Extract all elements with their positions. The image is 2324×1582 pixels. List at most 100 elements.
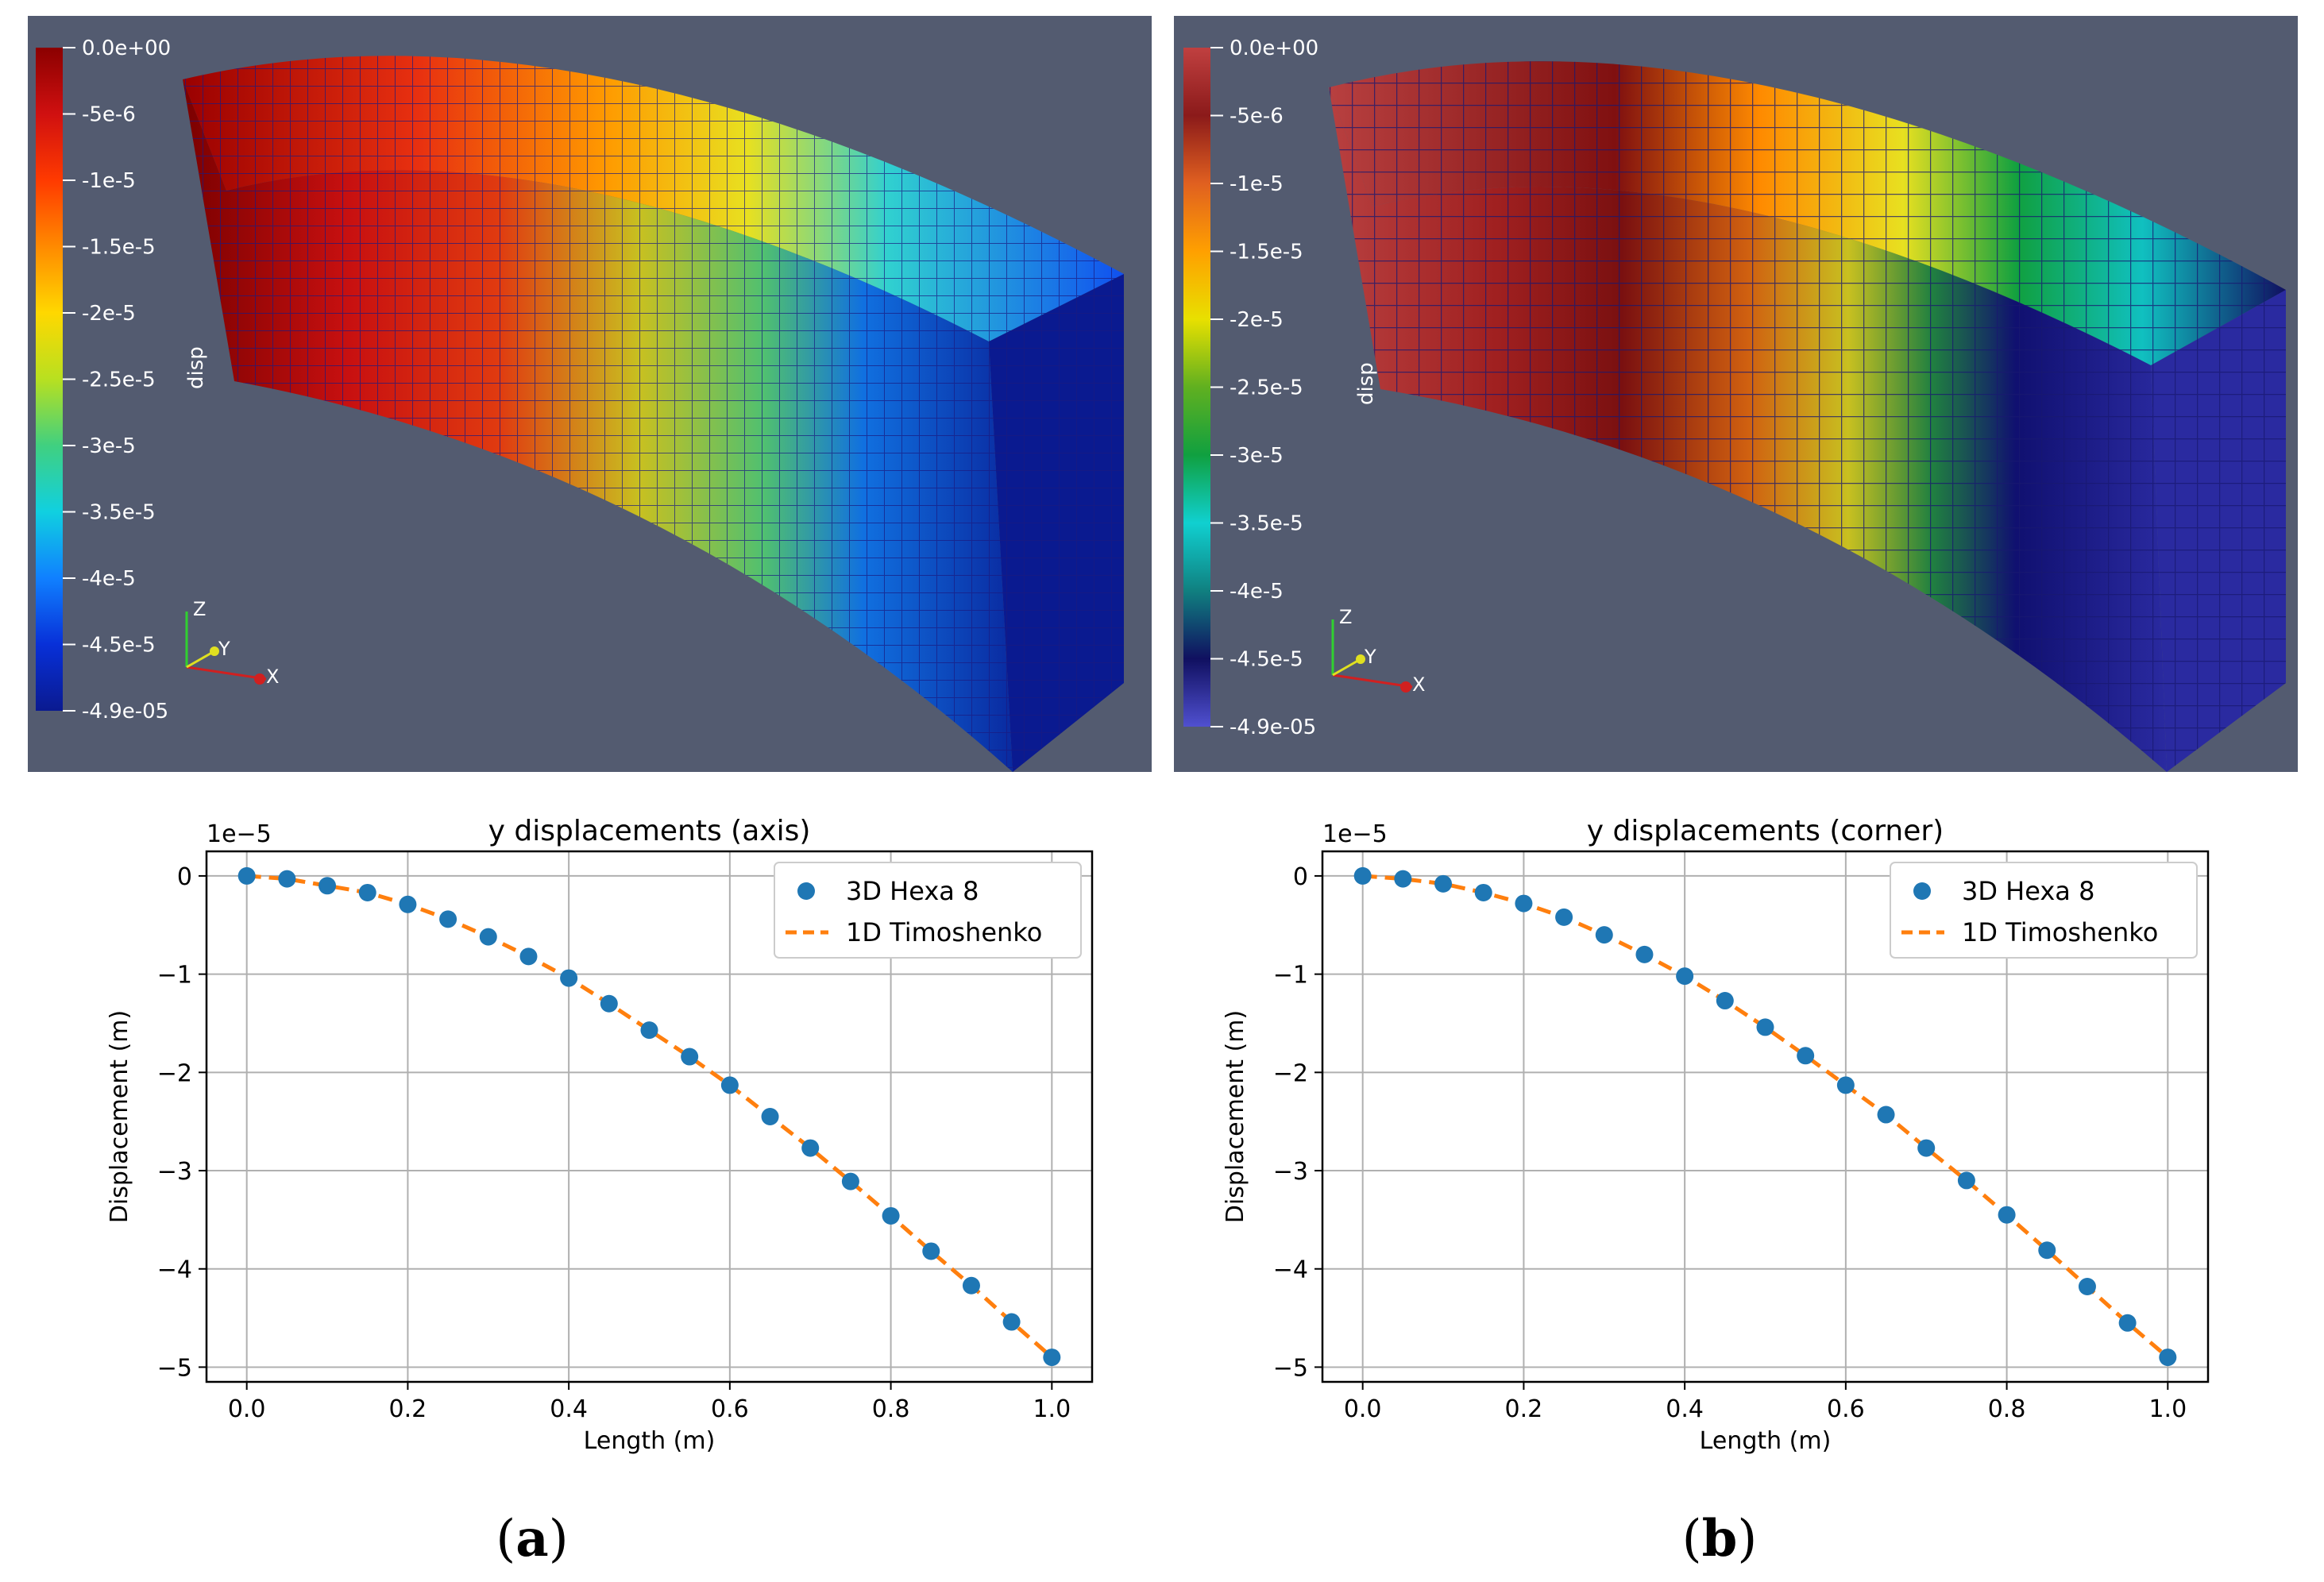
- legend-label-timoshenko: 1D Timoshenko: [846, 917, 1042, 947]
- data-point-hexa8: [1394, 870, 1412, 888]
- data-point-hexa8: [318, 877, 337, 895]
- y-axis-title: Displacement (m): [106, 1010, 133, 1223]
- axes-triad: Z Y X: [1331, 606, 1425, 696]
- data-point-hexa8: [1716, 992, 1734, 1010]
- x-tick-label: 0.8: [872, 1395, 910, 1423]
- colorbar-tick-label: -4.5e-5: [82, 634, 156, 658]
- data-point-hexa8: [237, 866, 256, 885]
- colorbar-tick-label: -1.5e-5: [1230, 241, 1303, 264]
- x-axis-line: [1332, 673, 1413, 689]
- y-tick-label: −5: [1273, 1354, 1308, 1382]
- y-axis-marker: [1356, 654, 1365, 664]
- z-axis-label: Z: [1339, 606, 1352, 628]
- colorbar-tick-label: -4.9e-05: [82, 700, 168, 723]
- caption-open-paren: (: [496, 1510, 516, 1568]
- colorbar: 0.0e+00 -5e-6 -1e-5 -1.5e-5 -2e-5 -2.5e-5 -3e-…: [36, 37, 208, 723]
- beam-render-a: 0.0e+00 -5e-6 -1e-5 -1.5e-5 -2e-5 -2.5e-5 -3e-…: [36, 37, 1124, 772]
- data-point-hexa8: [1797, 1047, 1815, 1065]
- data-point-hexa8: [519, 947, 538, 966]
- render-panel-b: 0.0e+00 -5e-6 -1e-5 -1.5e-5 -2e-5 -2.5e-5 -3e-…: [1174, 16, 2298, 772]
- x-axis-title: Length (m): [584, 1427, 716, 1455]
- y-axis-label: Y: [1364, 646, 1376, 668]
- y-offset-label: 1e−5: [207, 820, 272, 848]
- data-point-hexa8: [1002, 1313, 1021, 1331]
- colorbar-tick-label: -4.5e-5: [1230, 648, 1303, 672]
- legend: 3D Hexa 8 1D Timoshenko: [774, 862, 1082, 959]
- data-point-hexa8: [681, 1048, 699, 1066]
- colorbar-tick-label: -4e-5: [1230, 580, 1284, 604]
- data-point-hexa8: [841, 1172, 859, 1190]
- data-point-hexa8: [801, 1139, 820, 1157]
- data-point-hexa8: [2078, 1278, 2096, 1296]
- chart-corner-displacements: 0.0 0.2 0.4 0.6 0.8 1.0 0 −1 −2 −3 −4 −5 1e−5 y displ…: [1211, 802, 2236, 1469]
- data-point-hexa8: [600, 994, 618, 1013]
- y-axis-title: Displacement (m): [1222, 1010, 1249, 1223]
- x-axis-title: Length (m): [1700, 1427, 1832, 1455]
- colorbar-tick-label: -4.9e-05: [1230, 716, 1316, 739]
- data-point-hexa8: [922, 1242, 940, 1260]
- x-tick-label: 0.0: [1344, 1395, 1382, 1423]
- caption-open-paren: (: [1681, 1510, 1702, 1568]
- data-point-hexa8: [358, 883, 376, 901]
- data-point-hexa8: [560, 969, 578, 987]
- colorbar-ramp: [36, 48, 63, 711]
- legend-box: [774, 862, 1082, 959]
- legend-label-hexa8: 3D Hexa 8: [846, 876, 979, 906]
- y-tick-label: −1: [157, 962, 192, 990]
- colorbar-tick-label: 0.0e+00: [1230, 37, 1318, 60]
- colorbar-tick-label: -3e-5: [1230, 444, 1284, 468]
- data-point-hexa8: [1515, 894, 1533, 913]
- data-point-hexa8: [1353, 866, 1372, 885]
- colorbar-tick-label: -5e-6: [82, 103, 136, 127]
- colorbar-ramp: [1183, 48, 1210, 727]
- y-tick-label: −3: [1273, 1158, 1308, 1186]
- colorbar-tick-label: -5e-6: [1230, 105, 1284, 129]
- data-point-hexa8: [399, 895, 417, 913]
- y-axis-line: [1332, 658, 1361, 677]
- legend-marker-hexa8: [1913, 882, 1931, 900]
- y-offset-label: 1e−5: [1322, 820, 1388, 848]
- data-point-hexa8: [1555, 908, 1573, 926]
- y-tick-label: −3: [157, 1158, 192, 1186]
- y-tick-label: −2: [1273, 1059, 1308, 1087]
- caption-letter: b: [1701, 1509, 1738, 1568]
- data-point-hexa8: [761, 1108, 779, 1125]
- legend-label-hexa8: 3D Hexa 8: [1962, 876, 2094, 906]
- chart-title: y displacements (axis): [488, 815, 811, 847]
- chart-svg-b: 0.0 0.2 0.4 0.6 0.8 1.0 0 −1 −2 −3 −4 −5 1e−5 y displ…: [1222, 815, 2210, 1455]
- caption-close-paren: ): [548, 1510, 569, 1568]
- data-point-hexa8: [1474, 883, 1492, 901]
- data-point-hexa8: [1877, 1105, 1895, 1124]
- data-point-hexa8: [2118, 1314, 2137, 1332]
- z-axis-label: Z: [193, 598, 206, 620]
- colorbar-tick-label: -1.5e-5: [82, 236, 156, 260]
- data-point-hexa8: [720, 1076, 739, 1094]
- colorbar-tick-label: 0.0e+00: [82, 37, 171, 60]
- y-tick-label: 0: [1293, 863, 1308, 891]
- data-point-hexa8: [1635, 945, 1654, 963]
- x-tick-label: 0.2: [389, 1395, 427, 1423]
- axes-frame: [205, 850, 1094, 1383]
- x-tick-label: 0.8: [1988, 1395, 2026, 1423]
- colorbar-tick-label: -3.5e-5: [1230, 512, 1303, 536]
- legend-label-timoshenko: 1D Timoshenko: [1962, 917, 2158, 947]
- beam-end-mesh: [2151, 290, 2286, 772]
- data-point-hexa8: [2159, 1349, 2177, 1367]
- caption-a: (a): [453, 1509, 612, 1568]
- legend-marker-hexa8: [797, 882, 815, 900]
- data-point-hexa8: [1756, 1018, 1774, 1036]
- data-point-hexa8: [1957, 1171, 1975, 1190]
- x-axis-label: X: [1412, 673, 1425, 696]
- x-tick-label: 0.4: [550, 1395, 588, 1423]
- data-point-hexa8: [962, 1276, 980, 1295]
- data-point-hexa8: [1676, 967, 1694, 986]
- data-point-hexa8: [1434, 874, 1453, 893]
- render-panel-a: 0.0e+00 -5e-6 -1e-5 -1.5e-5 -2e-5 -2.5e-5 -3e-…: [28, 16, 1152, 772]
- colorbar-tick-label: -2e-5: [1230, 308, 1284, 332]
- x-tick-label: 0.6: [1827, 1395, 1865, 1423]
- data-point-hexa8: [1043, 1349, 1061, 1367]
- legend: 3D Hexa 8 1D Timoshenko: [1890, 862, 2198, 959]
- x-tick-label: 0.2: [1505, 1395, 1543, 1423]
- y-tick-label: −2: [157, 1059, 192, 1087]
- x-tick-label: 1.0: [2148, 1395, 2187, 1423]
